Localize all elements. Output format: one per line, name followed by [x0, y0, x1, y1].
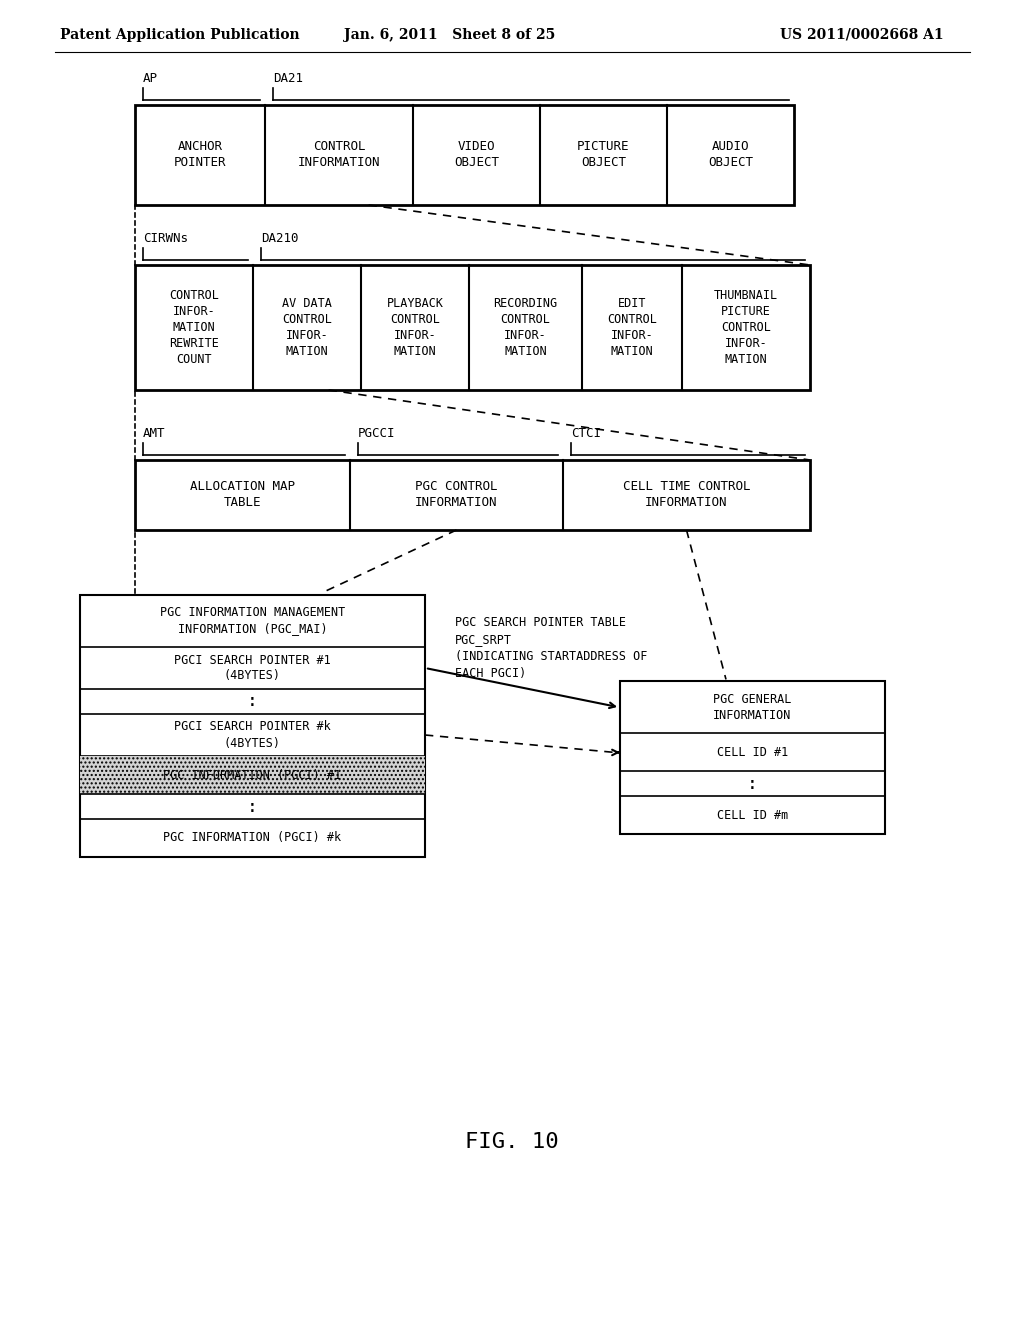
Text: PGCI SEARCH POINTER #k
(4BYTES): PGCI SEARCH POINTER #k (4BYTES): [174, 721, 331, 750]
Text: AV DATA
CONTROL
INFOR-
MATION: AV DATA CONTROL INFOR- MATION: [282, 297, 332, 358]
Text: PGCCI: PGCCI: [358, 426, 395, 440]
Text: PGC INFORMATION (PGCI) #1: PGC INFORMATION (PGCI) #1: [164, 768, 342, 781]
Text: PGC INFORMATION MANAGEMENT
INFORMATION (PGC_MAI): PGC INFORMATION MANAGEMENT INFORMATION (…: [160, 606, 345, 635]
Text: CONTROL
INFOR-
MATION
REWRITE
COUNT: CONTROL INFOR- MATION REWRITE COUNT: [169, 289, 219, 366]
Text: CELL TIME CONTROL
INFORMATION: CELL TIME CONTROL INFORMATION: [623, 480, 751, 510]
Text: ANCHOR
POINTER: ANCHOR POINTER: [174, 140, 226, 169]
Text: :: :: [247, 693, 258, 710]
Text: FIG. 10: FIG. 10: [465, 1133, 559, 1152]
Text: VIDEO
OBJECT: VIDEO OBJECT: [454, 140, 499, 169]
Text: CELL ID #m: CELL ID #m: [717, 809, 788, 822]
Text: PGCI SEARCH POINTER #1
(4BYTES): PGCI SEARCH POINTER #1 (4BYTES): [174, 653, 331, 682]
Text: PGC GENERAL
INFORMATION: PGC GENERAL INFORMATION: [714, 693, 792, 722]
Text: PGC CONTROL
INFORMATION: PGC CONTROL INFORMATION: [416, 480, 498, 510]
Text: PGC SEARCH POINTER TABLE
PGC_SRPT
(INDICATING STARTADDRESS OF
EACH PGCI): PGC SEARCH POINTER TABLE PGC_SRPT (INDIC…: [455, 616, 647, 680]
Text: :: :: [247, 797, 258, 816]
Text: DA210: DA210: [261, 232, 299, 246]
Text: CIRWNs: CIRWNs: [143, 232, 188, 246]
Text: CELL ID #1: CELL ID #1: [717, 746, 788, 759]
Text: US 2011/0002668 A1: US 2011/0002668 A1: [780, 28, 944, 42]
Text: AUDIO
OBJECT: AUDIO OBJECT: [708, 140, 753, 169]
Text: DA21: DA21: [273, 73, 303, 84]
Bar: [80, 756, 425, 795]
Bar: [135, 459, 810, 531]
Text: Patent Application Publication: Patent Application Publication: [60, 28, 300, 42]
Bar: [80, 595, 425, 857]
Text: EDIT
CONTROL
INFOR-
MATION: EDIT CONTROL INFOR- MATION: [607, 297, 657, 358]
Bar: [620, 681, 885, 834]
Bar: [135, 265, 810, 389]
Text: :: :: [748, 775, 758, 793]
Text: PICTURE
OBJECT: PICTURE OBJECT: [578, 140, 630, 169]
Text: AP: AP: [143, 73, 158, 84]
Text: Jan. 6, 2011   Sheet 8 of 25: Jan. 6, 2011 Sheet 8 of 25: [344, 28, 556, 42]
Text: CTCI: CTCI: [571, 426, 601, 440]
Text: AMT: AMT: [143, 426, 166, 440]
Text: CONTROL
INFORMATION: CONTROL INFORMATION: [298, 140, 380, 169]
Text: PGC INFORMATION (PGCI) #k: PGC INFORMATION (PGCI) #k: [164, 832, 342, 845]
Text: RECORDING
CONTROL
INFOR-
MATION: RECORDING CONTROL INFOR- MATION: [494, 297, 557, 358]
Bar: [135, 106, 794, 205]
Text: THUMBNAIL
PICTURE
CONTROL
INFOR-
MATION: THUMBNAIL PICTURE CONTROL INFOR- MATION: [714, 289, 778, 366]
Text: PLAYBACK
CONTROL
INFOR-
MATION: PLAYBACK CONTROL INFOR- MATION: [386, 297, 443, 358]
Text: ALLOCATION MAP
TABLE: ALLOCATION MAP TABLE: [190, 480, 295, 510]
